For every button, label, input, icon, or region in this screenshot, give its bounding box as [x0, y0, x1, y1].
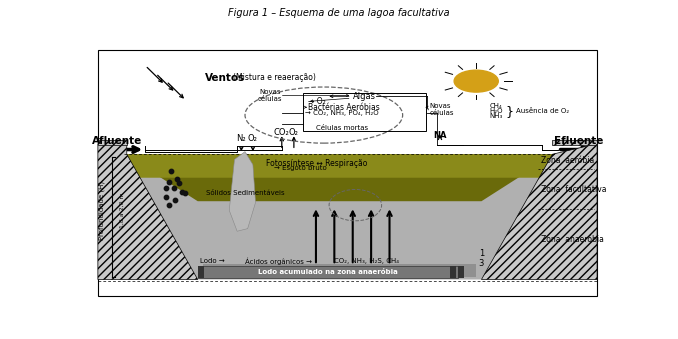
Polygon shape: [203, 264, 476, 277]
Point: [161, 185, 172, 191]
Text: CH₄: CH₄: [490, 103, 502, 109]
Text: Zona  facultativa: Zona facultativa: [541, 185, 606, 194]
Text: (Mistura e reaeração): (Mistura e reaeração): [233, 73, 316, 82]
FancyBboxPatch shape: [198, 266, 458, 278]
Circle shape: [454, 70, 498, 92]
Polygon shape: [98, 144, 198, 280]
Text: Zona  anaeróbia: Zona anaeróbia: [541, 235, 603, 243]
Text: 1: 1: [479, 249, 484, 258]
Text: Novas
células: Novas células: [429, 103, 454, 116]
Text: }: }: [505, 105, 513, 118]
Point: [170, 197, 180, 203]
Point: [174, 180, 184, 186]
Polygon shape: [229, 152, 256, 231]
Text: Profundidade (H): Profundidade (H): [98, 181, 105, 240]
Text: Novas
células: Novas células: [258, 89, 282, 102]
FancyBboxPatch shape: [458, 266, 464, 278]
Point: [163, 179, 174, 184]
Text: NA: NA: [433, 132, 447, 140]
Text: Células mortas: Células mortas: [316, 125, 368, 132]
Point: [163, 202, 174, 208]
Text: Lodo acumulado na zona anaeróbia: Lodo acumulado na zona anaeróbia: [258, 269, 397, 275]
Point: [176, 190, 187, 195]
Text: Algas: Algas: [353, 92, 376, 101]
Text: 3: 3: [479, 259, 484, 268]
Text: Lodo →: Lodo →: [201, 258, 225, 264]
Text: Ácidos orgânicos →: Ácidos orgânicos →: [245, 258, 312, 265]
Text: Fotossíntese ↔ Respiração: Fotossíntese ↔ Respiração: [266, 159, 367, 168]
Polygon shape: [553, 140, 597, 145]
Text: CO₂: CO₂: [274, 128, 290, 137]
Text: Efluente: Efluente: [554, 136, 603, 146]
Polygon shape: [124, 154, 555, 201]
Point: [179, 191, 190, 196]
FancyBboxPatch shape: [450, 266, 456, 278]
Text: NH₃: NH₃: [490, 113, 502, 119]
Text: 1,8 a 2,0 m: 1,8 a 2,0 m: [120, 193, 125, 228]
FancyBboxPatch shape: [198, 266, 204, 278]
Text: Ventos: Ventos: [205, 73, 245, 83]
Polygon shape: [481, 144, 597, 280]
Point: [161, 195, 172, 200]
Point: [169, 185, 180, 191]
Text: Zona  aeróbia: Zona aeróbia: [541, 156, 594, 165]
Text: → Esgoto bruto: → Esgoto bruto: [274, 165, 327, 171]
Polygon shape: [98, 140, 127, 145]
Text: O₂: O₂: [289, 128, 299, 137]
Text: Ausência de O₂: Ausência de O₂: [516, 108, 569, 114]
Polygon shape: [124, 154, 555, 280]
Point: [172, 176, 182, 182]
Text: N₂: N₂: [237, 134, 246, 143]
Polygon shape: [124, 154, 555, 178]
Text: Sólidos Sedimentáveis: Sólidos Sedimentáveis: [205, 191, 284, 196]
Text: H₂O: H₂O: [490, 108, 503, 114]
Text: CO₂, NH₃, H₂S, CH₄: CO₂, NH₃, H₂S, CH₄: [334, 258, 399, 264]
Text: Afluente: Afluente: [92, 136, 142, 146]
Text: Bactérias Aeróbias: Bactérias Aeróbias: [308, 103, 380, 112]
Text: → O₂: → O₂: [308, 97, 326, 106]
Text: → CO₂, NH₃, PO₄, H₂O: → CO₂, NH₃, PO₄, H₂O: [305, 110, 379, 116]
Text: O₂: O₂: [248, 134, 258, 143]
Text: Figura 1 – Esquema de uma lagoa facultativa: Figura 1 – Esquema de uma lagoa facultat…: [228, 8, 450, 18]
Point: [166, 168, 177, 174]
